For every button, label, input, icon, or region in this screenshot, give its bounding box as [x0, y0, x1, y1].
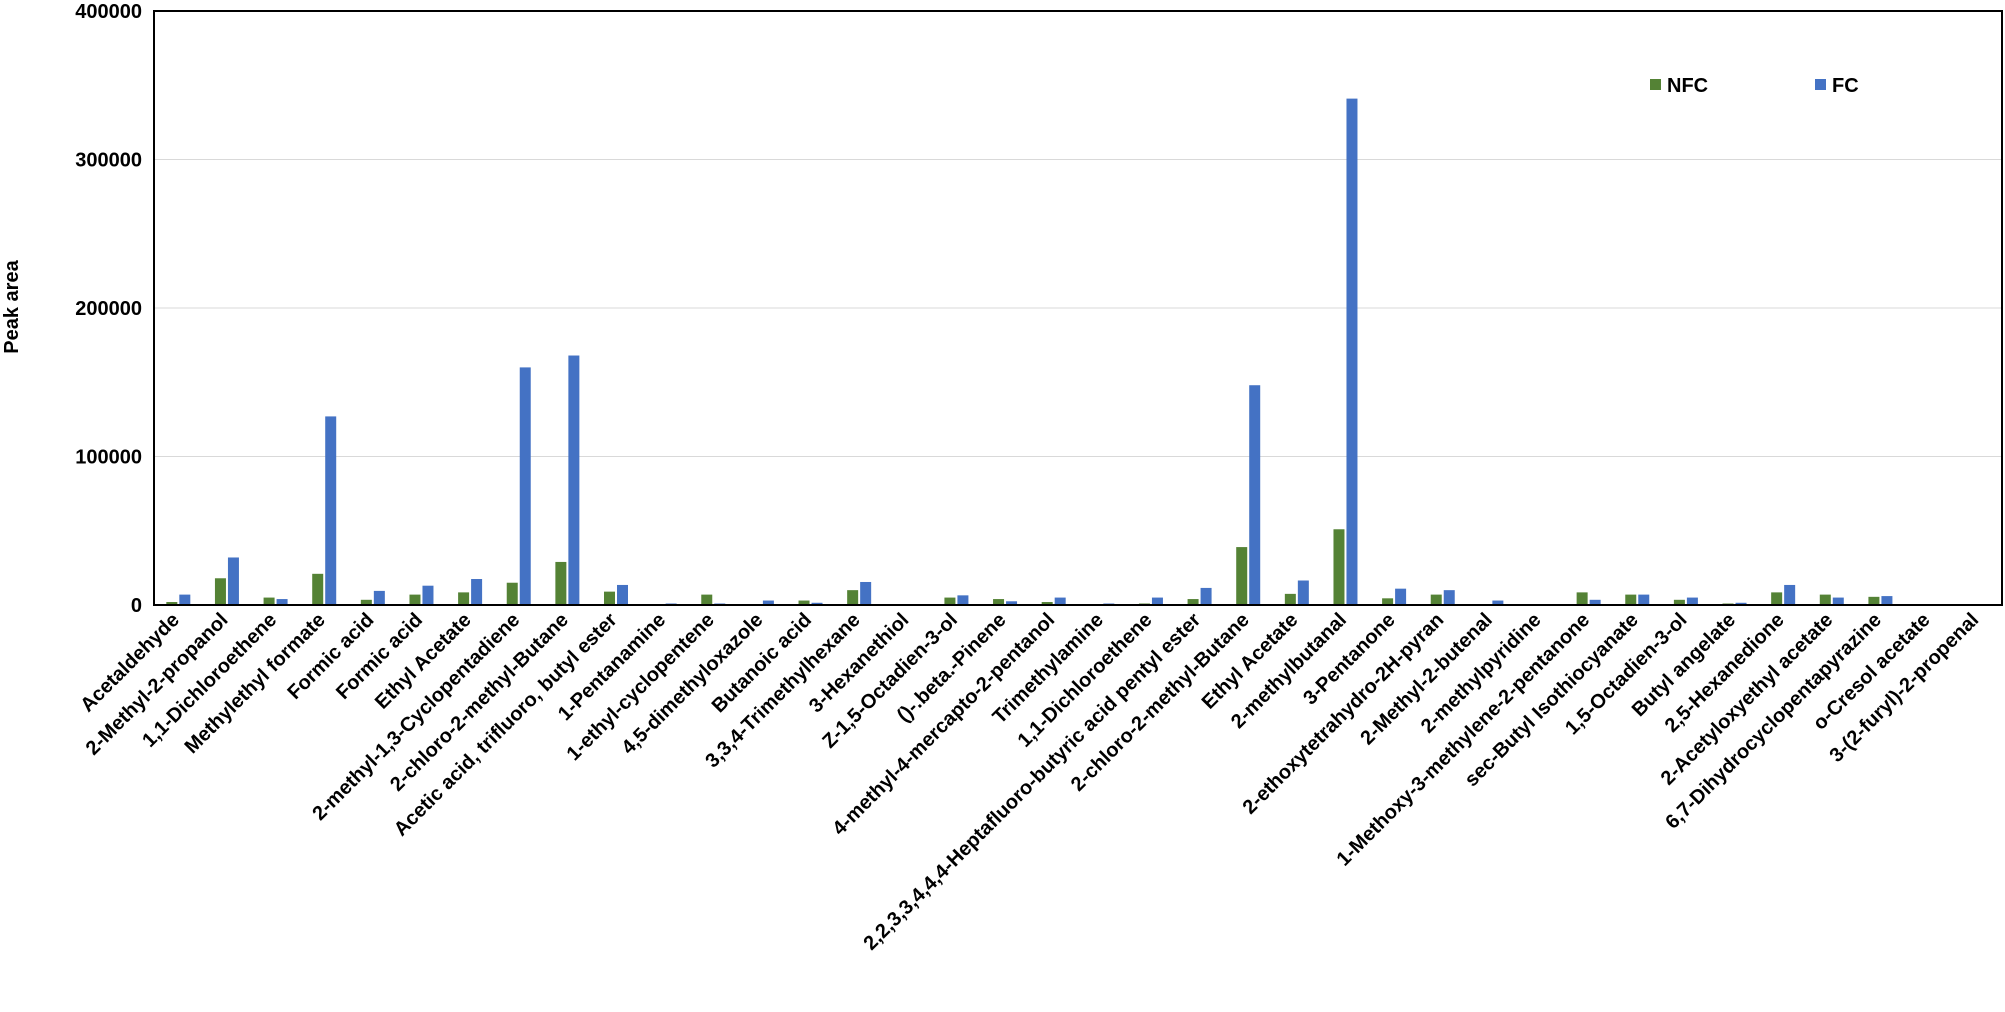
bar-nfc-21 [1187, 599, 1199, 605]
bar-fc-16 [957, 595, 969, 605]
bar-nfc-3 [312, 573, 324, 605]
bar-fc-4 [373, 590, 385, 605]
bar-fc-22 [1249, 385, 1261, 605]
bar-nfc-11 [701, 594, 713, 605]
bar-nfc-34 [1819, 594, 1831, 605]
bar-nfc-25 [1382, 598, 1394, 605]
bar-fc-9 [617, 584, 628, 605]
bar-fc-32 [1735, 602, 1747, 605]
bar-nfc-31 [1673, 599, 1685, 605]
bars [166, 98, 1990, 606]
bar-fc-20 [1151, 597, 1163, 605]
bar-fc-18 [1054, 597, 1066, 605]
bar-nfc-4 [360, 599, 372, 605]
bar-nfc-23 [1284, 593, 1296, 605]
y-tick-label: 300000 [75, 150, 142, 172]
x-axis-labels: Acetaldehyde2-Methyl-2-propanol1,1-Dichl… [76, 609, 1983, 955]
bar-nfc-5 [409, 594, 421, 605]
bar-nfc-2 [263, 597, 275, 605]
bar-fc-5 [422, 585, 434, 605]
bar-fc-24 [1346, 98, 1358, 606]
bar-nfc-26 [1430, 594, 1442, 605]
bar-nfc-16 [944, 597, 956, 605]
bar-nfc-29 [1576, 592, 1588, 605]
bar-nfc-7 [506, 582, 518, 605]
bar-nfc-0 [166, 602, 178, 605]
bar-fc-30 [1638, 594, 1650, 605]
bar-nfc-13 [798, 600, 810, 605]
bar-nfc-33 [1771, 592, 1783, 605]
bar-nfc-8 [555, 561, 567, 605]
bar-fc-27 [1492, 600, 1504, 605]
bar-nfc-9 [604, 591, 615, 605]
gridlines [154, 159, 2002, 457]
legend-label-fc: FC [1832, 75, 1859, 97]
bar-fc-3 [325, 416, 337, 605]
bar-fc-14 [860, 581, 872, 605]
bar-fc-8 [568, 355, 580, 605]
bar-fc-2 [276, 599, 288, 605]
bar-nfc-1 [214, 578, 226, 605]
bar-fc-12 [762, 600, 774, 605]
bar-fc-6 [471, 579, 483, 605]
bar-nfc-14 [847, 590, 859, 605]
plot-frame [153, 10, 2003, 606]
legend-swatch-nfc [1650, 79, 1661, 90]
bar-fc-31 [1686, 597, 1698, 605]
bar-fc-26 [1443, 590, 1455, 605]
bar-nfc-17 [993, 599, 1005, 605]
bar-fc-34 [1832, 597, 1844, 605]
bar-fc-7 [519, 367, 531, 605]
bar-fc-0 [179, 594, 191, 605]
bar-nfc-6 [458, 592, 470, 605]
bar-nfc-35 [1868, 596, 1880, 605]
bar-fc-23 [1297, 580, 1309, 605]
legend-label-nfc: NFC [1667, 75, 1708, 97]
bar-fc-29 [1589, 599, 1601, 605]
legend: NFC FC [1650, 75, 1859, 97]
bar-fc-17 [1006, 601, 1018, 605]
y-axis-ticks: 0 100000 200000 300000 400000 [75, 1, 142, 617]
bar-nfc-24 [1333, 529, 1345, 605]
bar-nfc-30 [1625, 594, 1637, 605]
bar-nfc-18 [1041, 602, 1053, 605]
bar-fc-13 [811, 602, 823, 605]
bar-fc-35 [1881, 596, 1893, 605]
y-axis-label: Peak area [1, 259, 23, 353]
bar-fc-25 [1395, 588, 1407, 605]
y-tick-label: 200000 [75, 298, 142, 320]
y-tick-label: 100000 [75, 447, 142, 469]
bar-fc-21 [1200, 587, 1212, 605]
y-tick-label: 0 [131, 595, 142, 617]
bar-nfc-22 [1236, 547, 1248, 605]
bar-fc-33 [1784, 584, 1796, 605]
legend-swatch-fc [1815, 79, 1826, 90]
y-tick-label: 400000 [75, 1, 142, 23]
bar-fc-1 [227, 557, 239, 605]
